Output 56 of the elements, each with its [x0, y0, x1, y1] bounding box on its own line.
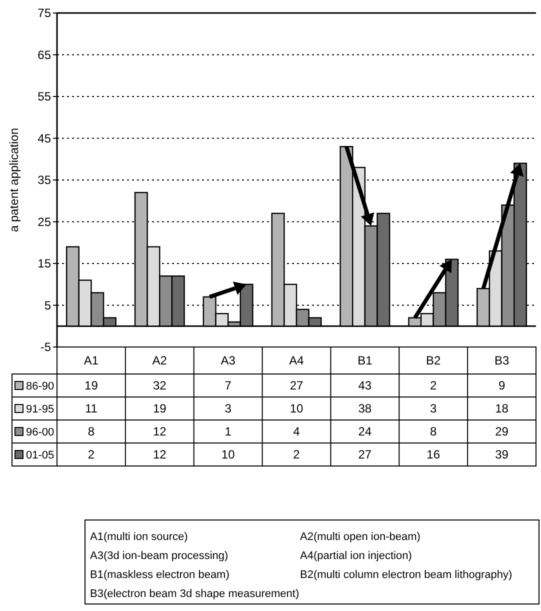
text: A3(3d ion-beam processing) — [90, 550, 228, 562]
data-label: 4 — [293, 424, 300, 439]
data-label: 3 — [224, 402, 232, 416]
text: B3(electron beam 3d shape measurement) — [90, 588, 300, 600]
x-tick-label: B1 — [358, 354, 373, 368]
x-tick-label: B3 — [494, 354, 510, 368]
data-label: 19 — [152, 402, 167, 416]
x-tick-label: A3 — [220, 354, 236, 368]
y-tick-label: 65 — [38, 48, 52, 62]
data-label: 10 — [290, 402, 304, 416]
y-axis-title: a patent application — [7, 128, 21, 232]
data-label: 32 — [152, 378, 167, 393]
data-label: 2 — [293, 448, 300, 462]
y-tick-label: 45 — [38, 131, 52, 146]
data-label: 27 — [290, 378, 304, 393]
text: A4(partial ion injection) — [300, 550, 412, 562]
data-label: 16 — [426, 448, 440, 462]
text: B1(maskless electron beam) — [90, 568, 230, 581]
data-label: 9 — [498, 378, 506, 393]
data-label: 2 — [430, 378, 438, 393]
data-label: 19 — [84, 378, 98, 393]
legend-label: 96-00 — [26, 426, 54, 438]
y-tick-label: 75 — [38, 6, 52, 20]
text: A1(multi ion source) — [90, 530, 188, 543]
data-label: 18 — [495, 402, 509, 416]
data-label: 8 — [88, 424, 95, 439]
legend-label: 86-90 — [26, 380, 54, 392]
data-label: 29 — [495, 424, 509, 439]
text: B2(multi column electron beam lithography) — [300, 568, 512, 581]
y-tick-label: 5 — [44, 298, 52, 312]
text: A2(multi open ion-beam) — [300, 530, 420, 543]
data-label: 10 — [221, 448, 236, 462]
legend-label: 91-95 — [26, 403, 54, 416]
data-label: 39 — [495, 448, 509, 462]
data-label: 11 — [84, 402, 98, 416]
data-label: 12 — [152, 448, 167, 462]
x-tick-label: A2 — [152, 354, 168, 368]
data-label: 3 — [430, 402, 438, 416]
data-label: 7 — [224, 378, 232, 393]
data-label: 8 — [430, 424, 438, 439]
x-tick-label: A1 — [84, 354, 99, 368]
y-tick-label: 55 — [38, 90, 52, 104]
y-tick-label: 35 — [38, 173, 52, 188]
legend-label: 01-05 — [26, 449, 54, 462]
data-label: 1 — [224, 424, 232, 439]
data-label: 38 — [358, 402, 372, 416]
x-tick-label: A4 — [289, 354, 304, 368]
y-tick-label: -5 — [40, 340, 52, 354]
data-label: 2 — [88, 448, 95, 462]
y-tick-label: 15 — [38, 256, 52, 271]
data-label: 12 — [152, 424, 167, 439]
y-tick-label: 25 — [38, 214, 52, 229]
data-label: 27 — [358, 448, 372, 462]
data-label: 43 — [358, 378, 372, 393]
x-tick-label: B2 — [426, 354, 442, 368]
data-label: 24 — [358, 424, 372, 439]
